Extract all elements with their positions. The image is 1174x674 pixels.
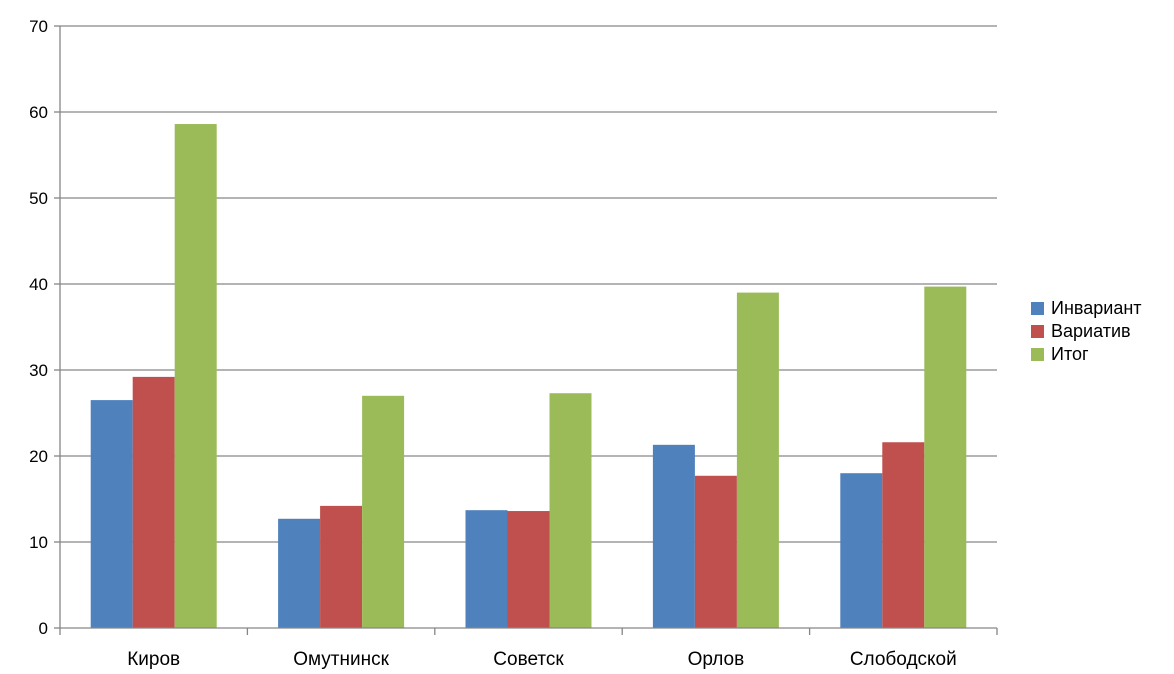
bar xyxy=(736,292,779,628)
y-tick-label: 40 xyxy=(29,275,48,294)
y-tick-label: 30 xyxy=(29,361,48,380)
bar xyxy=(882,442,925,628)
bar xyxy=(652,444,695,628)
bar xyxy=(465,510,508,628)
bar xyxy=(174,124,217,628)
legend: Инвариант Вариатив Итог xyxy=(1031,298,1142,364)
x-tick-label: Киров xyxy=(127,649,180,669)
y-tick-label: 20 xyxy=(29,447,48,466)
bar xyxy=(132,376,175,628)
bar xyxy=(840,473,883,628)
legend-label: Вариатив xyxy=(1051,321,1131,341)
y-tick-label: 50 xyxy=(29,189,48,208)
bar xyxy=(694,475,737,628)
y-tick-label: 60 xyxy=(29,103,48,122)
legend-swatch xyxy=(1031,302,1044,315)
x-tick-labels: Киров Омутнинск Советск Орлов Слободской xyxy=(127,649,957,670)
x-tick-label: Слободской xyxy=(850,649,957,669)
y-tick-label: 10 xyxy=(29,533,48,552)
bar xyxy=(924,286,967,628)
bars xyxy=(90,124,967,628)
legend-label: Инвариант xyxy=(1051,298,1142,318)
axes xyxy=(54,25,998,635)
y-tick-label: 70 xyxy=(29,17,48,36)
legend-label: Итог xyxy=(1051,344,1089,364)
bar xyxy=(278,518,321,628)
bar xyxy=(320,505,363,628)
legend-swatch xyxy=(1031,325,1044,338)
bar xyxy=(362,395,405,628)
x-tick-label: Орлов xyxy=(688,649,745,669)
x-tick-label: Советск xyxy=(493,649,564,669)
x-tick-label: Омутнинск xyxy=(293,649,389,669)
legend-swatch xyxy=(1031,348,1044,361)
y-tick-label: 0 xyxy=(39,619,48,638)
y-tick-labels: 0 10 20 30 40 50 60 70 xyxy=(29,17,48,638)
bar xyxy=(549,393,592,628)
bar xyxy=(507,511,550,628)
bar xyxy=(90,400,133,628)
